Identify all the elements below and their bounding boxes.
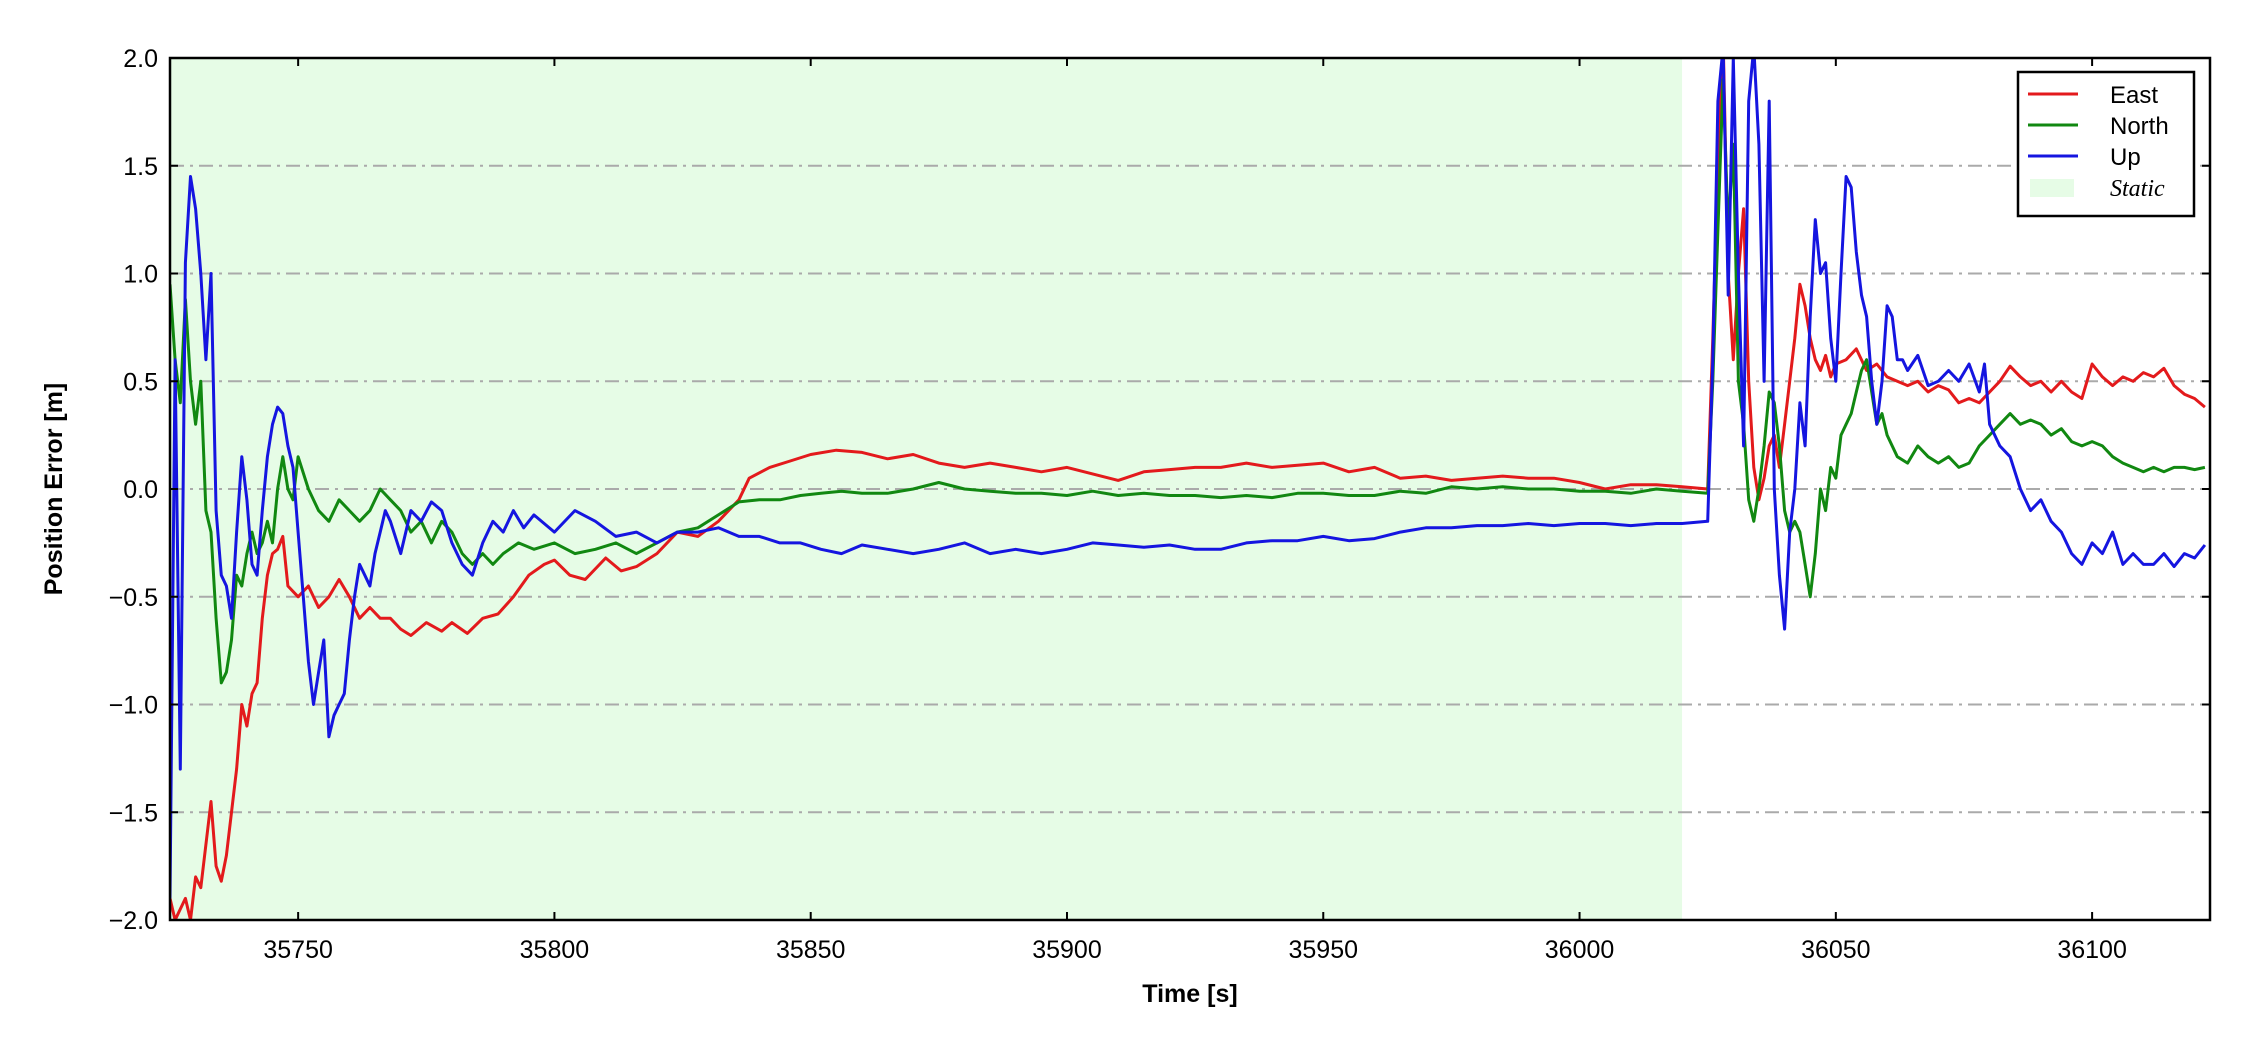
y-tick-label: 0.5	[123, 368, 158, 396]
legend-label-north: North	[2110, 113, 2169, 140]
gridlines	[170, 164, 2210, 814]
x-axis-ticks: 35750 35800 35850 35900 35950 36000 36050 36100	[263, 58, 2127, 964]
x-tick-label: 35800	[520, 936, 590, 964]
legend-label-up: Up	[2110, 144, 2141, 171]
y-axis-label: Position Error [m]	[40, 383, 68, 596]
y-tick-label: 2.0	[123, 45, 158, 73]
series-line-east	[170, 58, 2206, 920]
legend: East North Up Static	[2016, 70, 2196, 218]
y-tick-label: −0.5	[109, 584, 158, 612]
x-tick-label: 36050	[1801, 936, 1871, 964]
y-tick-label: −1.5	[109, 799, 158, 827]
y-tick-label: 1.5	[123, 153, 158, 181]
x-tick-label: 35850	[776, 936, 846, 964]
x-axis-label: Time [s]	[1142, 980, 1237, 1008]
legend-label-static: Static	[2110, 176, 2165, 202]
x-tick-label: 35950	[1289, 936, 1359, 964]
legend-swatch-static	[2030, 179, 2074, 197]
data-lines	[170, 58, 2207, 920]
x-tick-label: 35750	[263, 936, 333, 964]
x-tick-label: 36000	[1545, 936, 1615, 964]
series-line-up	[170, 58, 2207, 899]
y-tick-label: −2.0	[109, 907, 158, 935]
y-tick-label: 1.0	[123, 261, 158, 289]
x-tick-label: 35900	[1032, 936, 1102, 964]
x-tick-label: 36100	[2057, 936, 2127, 964]
legend-label-east: East	[2110, 82, 2158, 109]
y-axis-ticks: −2.0 −1.5 −1.0 −0.5 0.0 0.5 1.0 1.5 2.0	[109, 45, 2210, 935]
y-tick-label: −1.0	[109, 692, 158, 720]
y-tick-label: 0.0	[123, 476, 158, 504]
series-line-north	[170, 78, 2206, 685]
